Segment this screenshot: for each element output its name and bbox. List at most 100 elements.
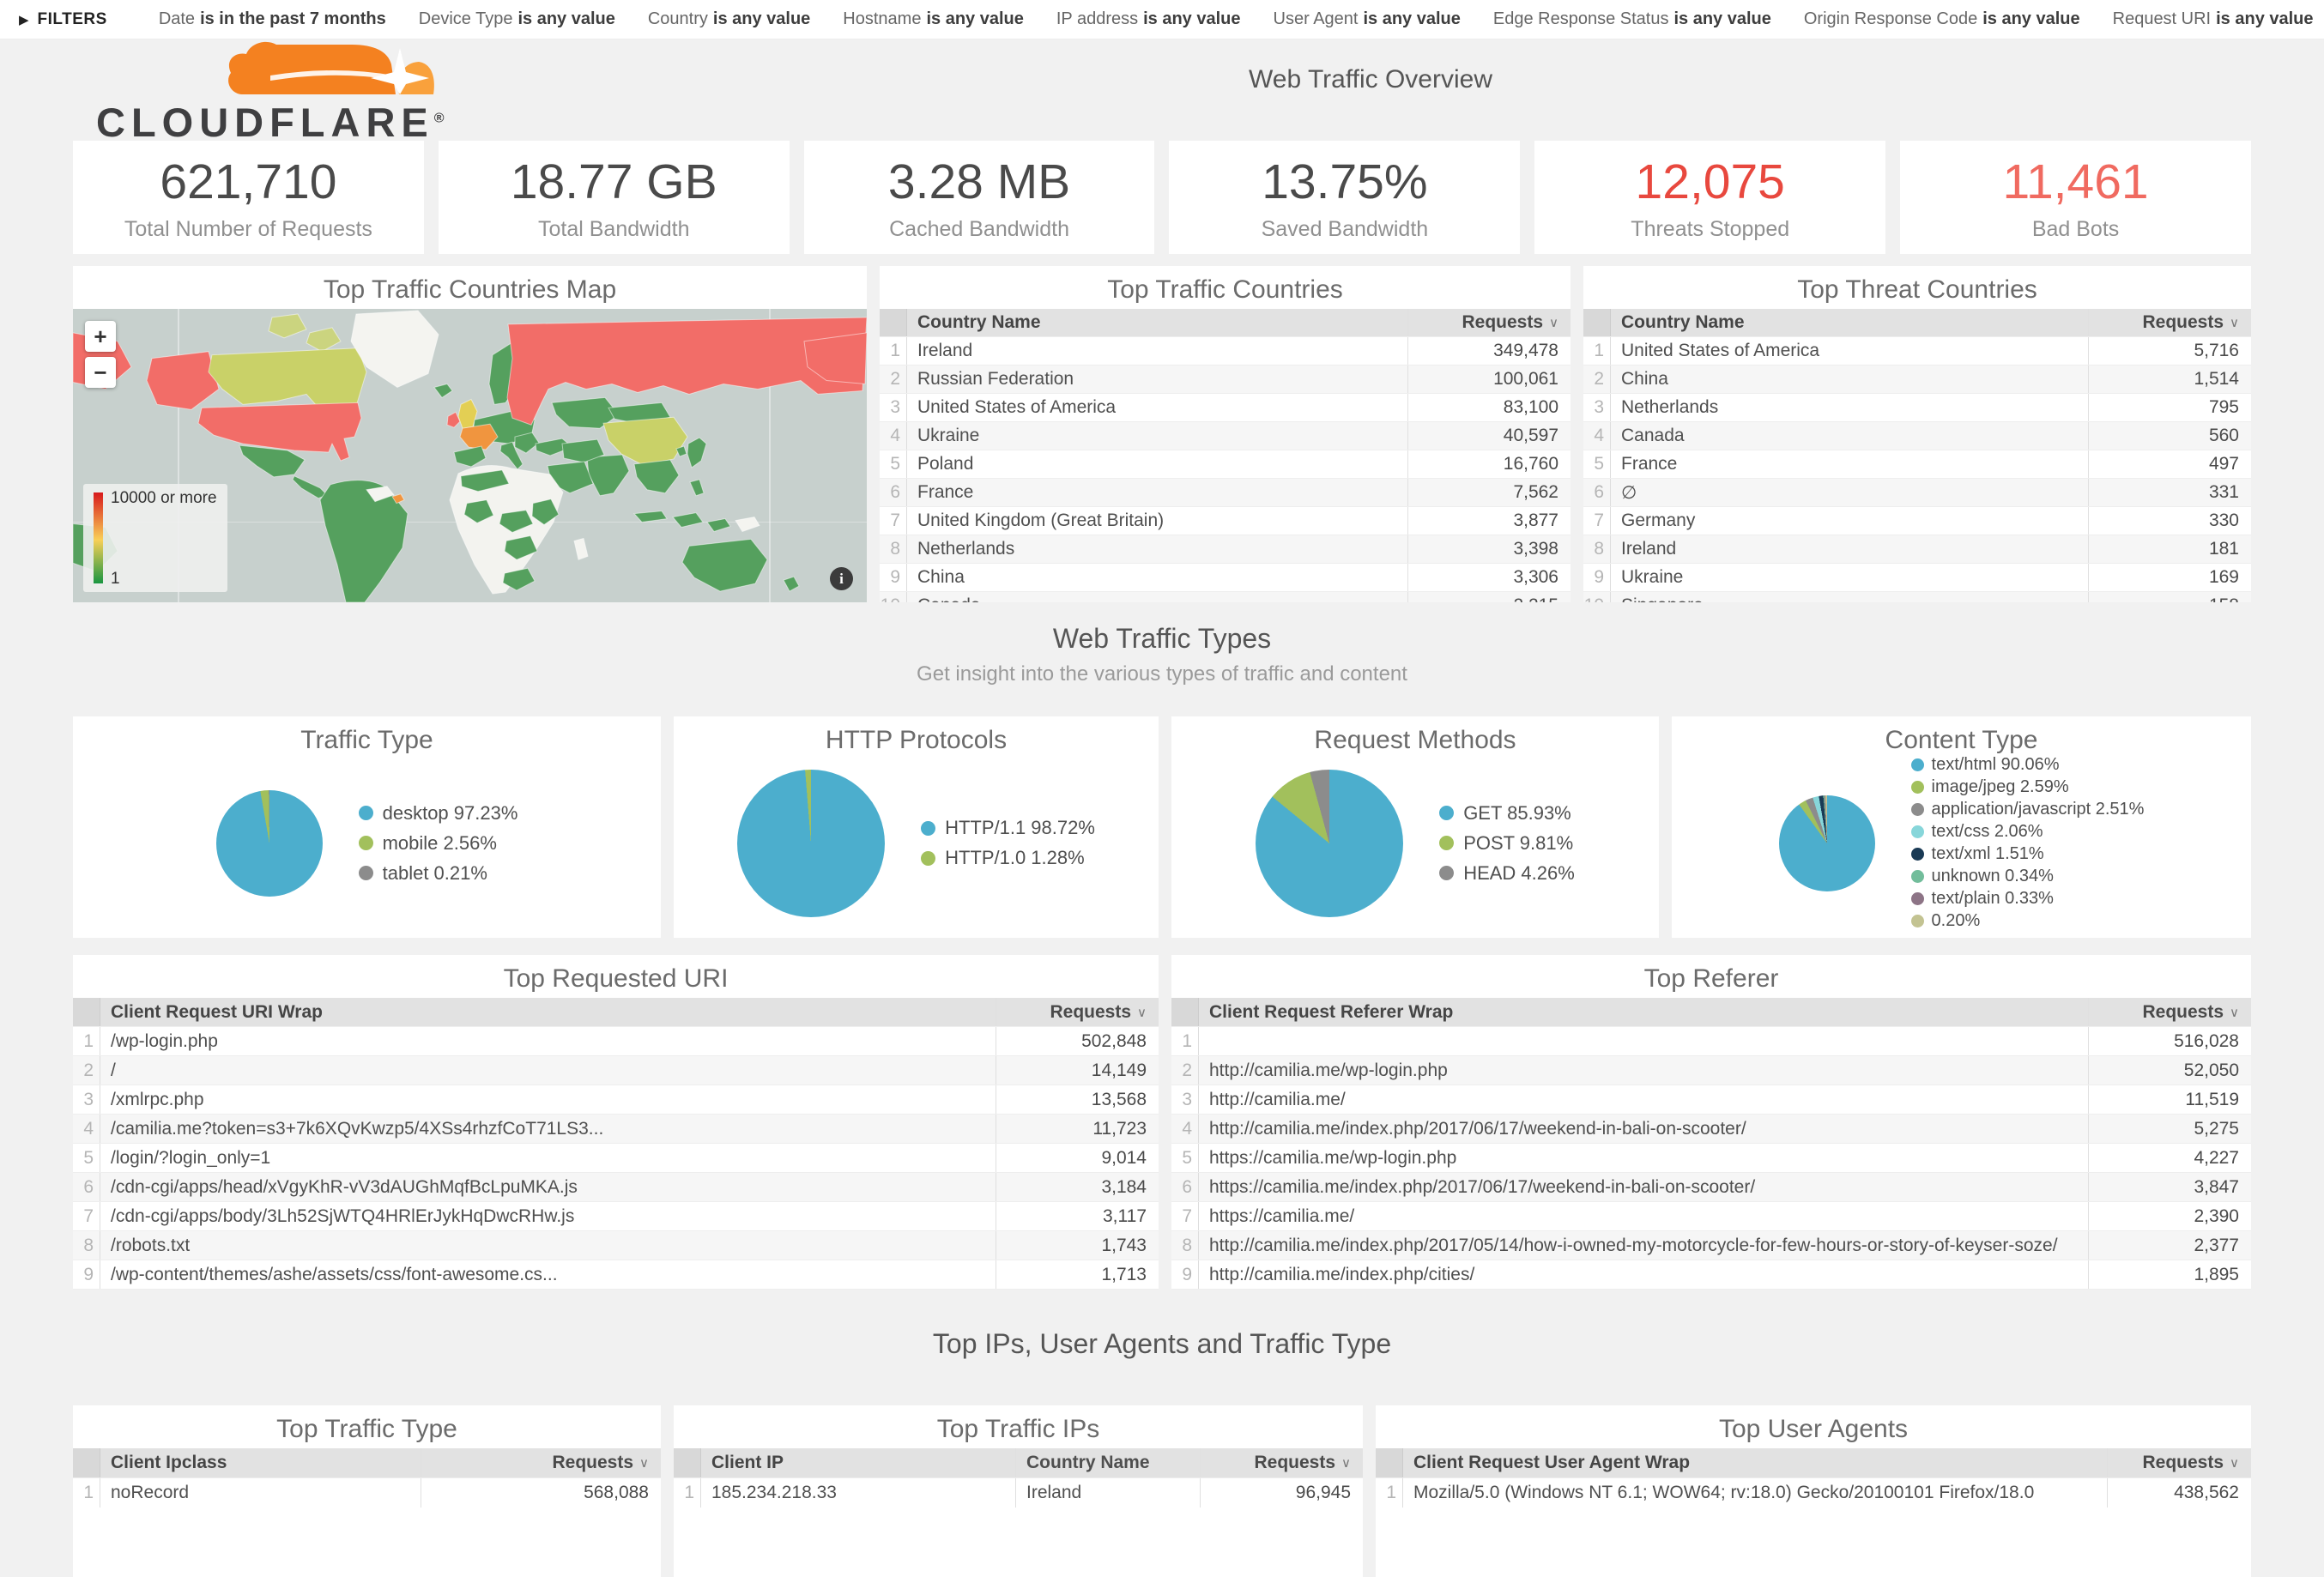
sort-chevron-icon: ∨ bbox=[2230, 1456, 2239, 1471]
table-row[interactable]: 3 http://camilia.me/11,519 bbox=[1171, 1085, 2251, 1114]
table-row[interactable]: 5 Poland 16,760 bbox=[880, 450, 1571, 478]
legend-item[interactable]: text/xml 1.51% bbox=[1910, 844, 2145, 864]
http-protocols-pie-chart[interactable] bbox=[737, 769, 886, 917]
legend-item[interactable]: text/html 90.06% bbox=[1910, 755, 2145, 775]
legend-dot-icon bbox=[921, 850, 936, 866]
table-row[interactable]: 9 Ukraine 169 bbox=[1583, 563, 2251, 591]
table-row[interactable]: 9 China 3,306 bbox=[880, 563, 1571, 591]
legend-item[interactable]: application/javascript 2.51% bbox=[1910, 800, 2144, 819]
legend-item[interactable]: text/css 2.06% bbox=[1910, 822, 2145, 842]
legend-item[interactable]: GET 85.93% bbox=[1439, 802, 1575, 825]
table-row[interactable]: 8 Ireland 181 bbox=[1583, 535, 2251, 563]
row-index: 9 bbox=[73, 1260, 100, 1289]
filter-item[interactable]: IP address is any value bbox=[1056, 9, 1241, 28]
table-row[interactable]: 10http://camilia.me/index.php/about/1,47… bbox=[1171, 1289, 2251, 1290]
filter-item[interactable]: Hostname is any value bbox=[843, 9, 1024, 28]
map-zoom-out-button[interactable]: − bbox=[85, 357, 116, 388]
table-row[interactable]: 4 http://camilia.me/index.php/2017/06/17/… bbox=[1171, 1114, 2251, 1143]
legend-item[interactable]: text/plain 0.33% bbox=[1910, 889, 2145, 909]
requests-column-header[interactable]: Requests ∨ bbox=[2088, 998, 2251, 1026]
table-row[interactable]: 8 http://camilia.me/index.php/2017/05/14/… bbox=[1171, 1230, 2251, 1260]
filter-item[interactable]: Edge Response Status is any value bbox=[1492, 9, 1771, 28]
table-row[interactable]: 5/login/?login_only=1 9,014 bbox=[73, 1143, 1159, 1172]
map-info-button[interactable]: i bbox=[830, 567, 853, 590]
table-row[interactable]: 6 France 7,562 bbox=[880, 478, 1571, 506]
request-methods-pie-chart[interactable] bbox=[1256, 769, 1404, 917]
table-row[interactable]: 2 http://camilia.me/wp-login.php 52,050 bbox=[1171, 1055, 2251, 1085]
row-index: 6 bbox=[1171, 1173, 1199, 1201]
legend-item[interactable]: HTTP/1.1 98.72% bbox=[921, 817, 1095, 839]
table-row[interactable]: 7 Germany 330 bbox=[1583, 506, 2251, 535]
table-row[interactable]: 4 Canada 560 bbox=[1583, 421, 2251, 450]
filter-item[interactable]: Origin Response Code is any value bbox=[1803, 9, 2080, 28]
table-row[interactable]: 5 France 497 bbox=[1583, 450, 2251, 478]
table-row[interactable]: 3/xmlrpc.php 13,568 bbox=[73, 1085, 1159, 1114]
legend-label: text/css 2.06% bbox=[1931, 822, 2043, 841]
table-row[interactable]: 1 516,028 bbox=[1171, 1026, 2251, 1055]
filter-item[interactable]: User Agent is any value bbox=[1273, 9, 1461, 28]
legend-item[interactable]: unknown 0.34% bbox=[1910, 867, 2145, 886]
filters-expand-icon[interactable]: ▶ bbox=[19, 12, 29, 27]
legend-item[interactable]: mobile 2.56% bbox=[358, 832, 518, 855]
table-row[interactable]: 7 https://camilia.me/2,390 bbox=[1171, 1201, 2251, 1230]
table-row[interactable]: 10Canada2,215 bbox=[880, 591, 1571, 602]
legend-item[interactable]: HEAD 4.26% bbox=[1439, 862, 1575, 885]
filter-item[interactable]: Country is any value bbox=[647, 9, 811, 28]
legend-item[interactable]: POST 9.81% bbox=[1439, 832, 1575, 855]
legend-item[interactable]: 0.20% bbox=[1910, 911, 2145, 931]
table-row[interactable]: 9 http://camilia.me/index.php/cities/1,89… bbox=[1171, 1260, 2251, 1289]
requests-column-header[interactable]: Requests ∨ bbox=[421, 1448, 661, 1477]
legend-item[interactable]: desktop 97.23% bbox=[358, 802, 517, 825]
legend-item[interactable]: HTTP/1.0 1.28% bbox=[921, 847, 1095, 869]
table-body: 1/wp-login.php 502,848 2/14,149 3/xmlrpc.ph… bbox=[73, 1026, 1159, 1290]
content-type-pie-chart[interactable] bbox=[1778, 795, 1875, 891]
cell-requests: 502,848 bbox=[996, 1027, 1159, 1055]
filter-item[interactable]: Request URI is any value bbox=[2112, 9, 2314, 28]
cell-value: /camilia.me?token=s3+7k6XQvKwzp5/4XSs4rh… bbox=[111, 1118, 604, 1139]
table-row[interactable]: 3 Netherlands 795 bbox=[1583, 393, 2251, 421]
cell-requests: 181 bbox=[2088, 535, 2251, 563]
table-row[interactable]: 6 ∅ 331 bbox=[1583, 478, 2251, 506]
top-user-agents-title: Top User Agents bbox=[1718, 1415, 1909, 1443]
table-row[interactable]: 1 Mozilla/5.0 (Windows NT 6.1; WOW64; rv:… bbox=[1376, 1477, 2251, 1508]
table-row[interactable]: 3 United States of America 83,100 bbox=[880, 393, 1571, 421]
table-row[interactable]: 7/cdn-cgi/apps/body/3Lh52SjWTQ4HRlErJykH… bbox=[73, 1201, 1159, 1230]
table-row[interactable]: 2 China 1,514 bbox=[1583, 365, 2251, 393]
table-row[interactable]: 7 United Kingdom (Great Britain) 3,877 bbox=[880, 506, 1571, 535]
table-row[interactable]: 10Singapore158 bbox=[1583, 591, 2251, 602]
requests-column-header[interactable]: Requests ∨ bbox=[1407, 309, 1571, 336]
table-row[interactable]: 2 / 14,149 bbox=[73, 1055, 1159, 1085]
table-row[interactable]: 1 Ireland 349,478 bbox=[880, 336, 1571, 365]
legend-dot-icon bbox=[1910, 892, 1924, 905]
requests-column-header[interactable]: Requests ∨ bbox=[2107, 1448, 2251, 1477]
table-row[interactable]: 10/wp-content/themes/ashe/style...1,672 bbox=[73, 1289, 1159, 1290]
row-index: 3 bbox=[1171, 1085, 1199, 1114]
requests-column-header[interactable]: Requests ∨ bbox=[2088, 309, 2251, 336]
world-choropleth-map[interactable]: + − 10000 or more 1 i bbox=[73, 309, 867, 602]
table-row[interactable]: 1 United States of America 5,716 bbox=[1583, 336, 2251, 365]
legend-dot-icon bbox=[1910, 825, 1924, 838]
legend-item[interactable]: tablet 0.21% bbox=[358, 862, 518, 885]
table-row[interactable]: 1/wp-login.php 502,848 bbox=[73, 1026, 1159, 1055]
table-row[interactable]: 1 noRecord 568,088 bbox=[73, 1477, 661, 1508]
traffic-type-pie-chart[interactable] bbox=[215, 789, 323, 897]
table-row[interactable]: 4 Ukraine 40,597 bbox=[880, 421, 1571, 450]
table-row[interactable]: 9/wp-content/themes/ashe/assets/css/font… bbox=[73, 1260, 1159, 1289]
filter-item[interactable]: Date is in the past 7 months bbox=[158, 9, 386, 28]
table-row[interactable]: 2 Russian Federation 100,061 bbox=[880, 365, 1571, 393]
requests-column-header[interactable]: Requests ∨ bbox=[996, 998, 1159, 1026]
table-row[interactable]: 8/robots.txt 1,743 bbox=[73, 1230, 1159, 1260]
table-row[interactable]: 4/camilia.me?token=s3+7k6XQvKwzp5/4XSs4r… bbox=[73, 1114, 1159, 1143]
table-row[interactable]: 6 https://camilia.me/index.php/2017/06/17… bbox=[1171, 1172, 2251, 1201]
row-index: 2 bbox=[73, 1056, 100, 1085]
table-row[interactable]: 1 185.234.218.33 Ireland 96,945 bbox=[674, 1477, 1363, 1508]
requests-column-header[interactable]: Requests ∨ bbox=[1200, 1448, 1363, 1477]
map-zoom-in-button[interactable]: + bbox=[85, 321, 116, 352]
legend-item[interactable]: image/jpeg 2.59% bbox=[1910, 777, 2145, 797]
table-row[interactable]: 8 Netherlands 3,398 bbox=[880, 535, 1571, 563]
table-row[interactable]: 6/cdn-cgi/apps/head/xVgyKhR-vV3dAUGhMqfB… bbox=[73, 1172, 1159, 1201]
http-protocols-title: HTTP Protocols bbox=[825, 726, 1008, 754]
filter-item[interactable]: Device Type is any value bbox=[418, 9, 615, 28]
table-row[interactable]: 5 https://camilia.me/wp-login.php 4,227 bbox=[1171, 1143, 2251, 1172]
row-index: 5 bbox=[1583, 450, 1611, 478]
